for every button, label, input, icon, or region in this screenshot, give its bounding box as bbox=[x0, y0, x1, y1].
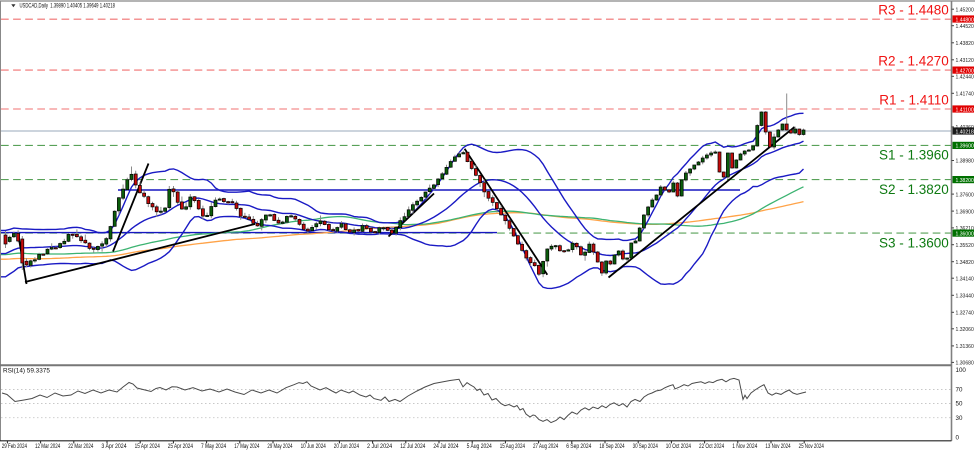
svg-text:29 May 2024: 29 May 2024 bbox=[267, 443, 293, 450]
svg-text:1.36210: 1.36210 bbox=[956, 226, 975, 232]
svg-text:22 Oct 2024: 22 Oct 2024 bbox=[699, 443, 725, 450]
svg-text:1.33440: 1.33440 bbox=[956, 294, 975, 300]
svg-text:S2 - 1.3820: S2 - 1.3820 bbox=[879, 182, 949, 197]
svg-text:1.32740: 1.32740 bbox=[956, 311, 975, 317]
svg-text:USDCAD,Daily 1.39890 1.40405: USDCAD,Daily 1.39890 1.40405 1.39649 1.4… bbox=[20, 3, 116, 10]
svg-text:1.42440: 1.42440 bbox=[956, 75, 975, 81]
svg-text:R2 - 1.4270: R2 - 1.4270 bbox=[878, 53, 949, 68]
svg-text:25 Apr 2024: 25 Apr 2024 bbox=[168, 443, 194, 450]
svg-text:12 Mar 2024: 12 Mar 2024 bbox=[35, 443, 61, 450]
svg-text:20 Jun 2024: 20 Jun 2024 bbox=[334, 443, 360, 450]
svg-text:5 Aug 2024: 5 Aug 2024 bbox=[467, 443, 493, 450]
svg-text:R1 - 1.4110: R1 - 1.4110 bbox=[879, 92, 949, 107]
svg-text:1 Nov 2024: 1 Nov 2024 bbox=[732, 443, 758, 450]
svg-text:10 Oct 2024: 10 Oct 2024 bbox=[666, 443, 692, 450]
svg-text:1.36000: 1.36000 bbox=[956, 231, 975, 237]
svg-text:1.45200: 1.45200 bbox=[956, 7, 975, 13]
svg-text:70: 70 bbox=[956, 387, 963, 394]
svg-text:12 Jul 2024: 12 Jul 2024 bbox=[400, 443, 426, 450]
svg-text:1.34140: 1.34140 bbox=[956, 276, 975, 282]
svg-text:22 Mar 2024: 22 Mar 2024 bbox=[68, 443, 94, 450]
svg-text:1.36900: 1.36900 bbox=[956, 209, 975, 215]
svg-text:R3 - 1.4480: R3 - 1.4480 bbox=[878, 3, 949, 18]
svg-text:24 Jul 2024: 24 Jul 2024 bbox=[433, 443, 459, 450]
svg-text:29 Feb 2024: 29 Feb 2024 bbox=[2, 443, 28, 450]
svg-text:1.42700: 1.42700 bbox=[956, 68, 975, 74]
svg-text:1.37600: 1.37600 bbox=[956, 192, 975, 198]
svg-text:13 Nov 2024: 13 Nov 2024 bbox=[765, 443, 791, 450]
svg-text:1.38980: 1.38980 bbox=[956, 159, 975, 165]
svg-text:1.30680: 1.30680 bbox=[956, 361, 975, 367]
svg-text:0: 0 bbox=[956, 435, 960, 442]
svg-text:1.32060: 1.32060 bbox=[956, 327, 975, 333]
svg-text:15 Aug 2024: 15 Aug 2024 bbox=[500, 443, 526, 450]
svg-text:18 Sep 2024: 18 Sep 2024 bbox=[599, 443, 625, 450]
svg-text:1.43120: 1.43120 bbox=[956, 58, 975, 64]
svg-text:50: 50 bbox=[956, 401, 963, 408]
svg-text:3 Apr 2024: 3 Apr 2024 bbox=[101, 443, 127, 450]
svg-text:7 May 2024: 7 May 2024 bbox=[201, 443, 227, 450]
svg-text:1.44800: 1.44800 bbox=[956, 17, 975, 23]
svg-text:1.40218: 1.40218 bbox=[956, 129, 975, 135]
svg-text:2 Jul 2024: 2 Jul 2024 bbox=[367, 443, 393, 450]
svg-text:1.39600: 1.39600 bbox=[956, 144, 975, 150]
svg-text:1.41100: 1.41100 bbox=[956, 107, 975, 113]
svg-text:30: 30 bbox=[956, 415, 963, 422]
svg-text:10 Jun 2024: 10 Jun 2024 bbox=[301, 443, 327, 450]
svg-text:25 Nov 2024: 25 Nov 2024 bbox=[799, 443, 825, 450]
svg-text:1.31360: 1.31360 bbox=[956, 344, 975, 350]
svg-text:1.43820: 1.43820 bbox=[956, 41, 975, 47]
svg-text:17 May 2024: 17 May 2024 bbox=[234, 443, 260, 450]
svg-text:S3 - 1.3600: S3 - 1.3600 bbox=[879, 235, 949, 250]
svg-text:1.38200: 1.38200 bbox=[956, 178, 975, 184]
svg-text:100: 100 bbox=[956, 367, 967, 374]
svg-text:1.44520: 1.44520 bbox=[956, 24, 975, 30]
svg-text:RSI(14) 59.3375: RSI(14) 59.3375 bbox=[3, 368, 50, 375]
svg-text:1.34820: 1.34820 bbox=[956, 260, 975, 266]
svg-text:S1 - 1.3960: S1 - 1.3960 bbox=[879, 148, 949, 163]
svg-text:27 Aug 2024: 27 Aug 2024 bbox=[533, 443, 559, 450]
svg-text:15 Apr 2024: 15 Apr 2024 bbox=[135, 443, 161, 450]
svg-text:6 Sep 2024: 6 Sep 2024 bbox=[566, 443, 592, 450]
svg-text:30 Sep 2024: 30 Sep 2024 bbox=[633, 443, 659, 450]
svg-text:1.35520: 1.35520 bbox=[956, 243, 975, 249]
svg-text:1.41740: 1.41740 bbox=[956, 92, 975, 98]
